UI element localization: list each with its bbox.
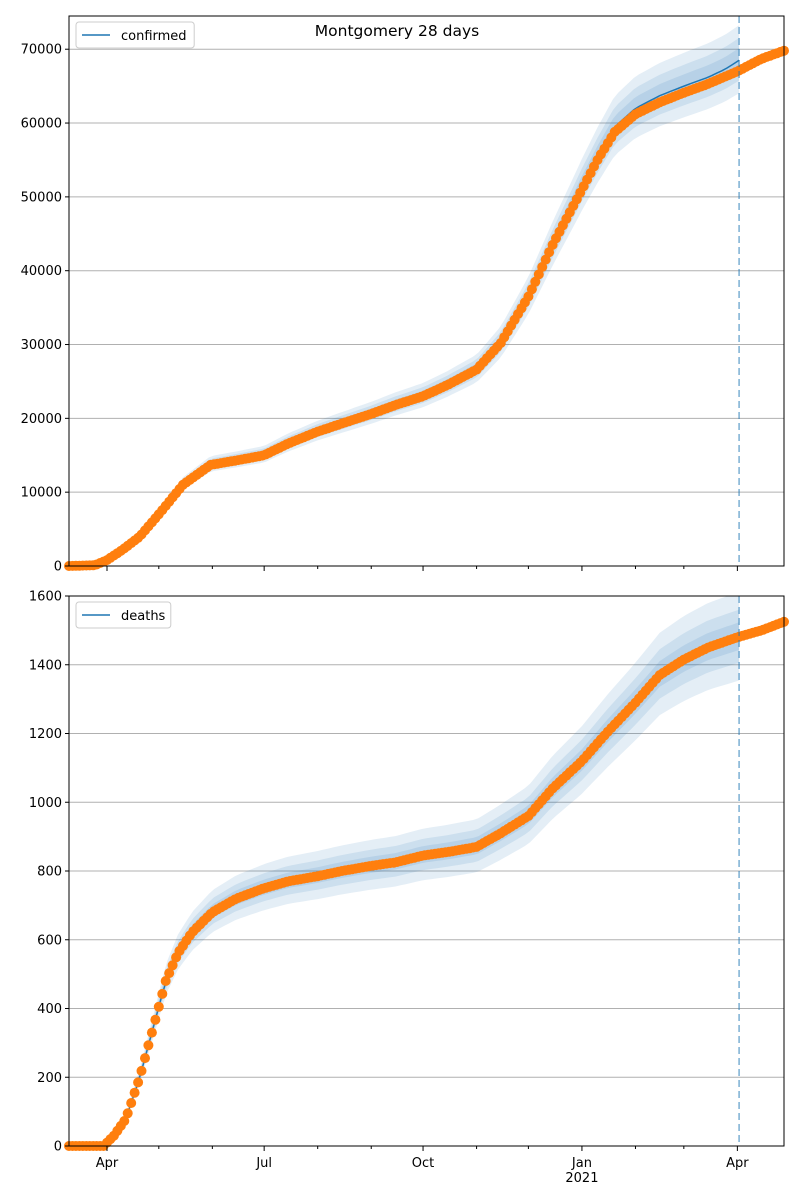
observed-point — [136, 1065, 147, 1076]
legend: confirmed — [75, 21, 195, 49]
observed-point — [167, 960, 178, 971]
observed-point — [537, 262, 548, 272]
observed-point — [126, 1098, 137, 1108]
y-tick-label: 60000 — [21, 117, 62, 132]
x-tick-label: Jan — [571, 1156, 592, 1171]
y-tick-label: 1400 — [29, 658, 62, 673]
y-tick-label: 50000 — [21, 190, 62, 205]
y-tick-label: 20000 — [21, 412, 62, 427]
observed-point — [140, 1053, 150, 1064]
y-tick-label: 600 — [37, 933, 62, 948]
observed-point — [122, 1108, 133, 1119]
y-tick-label: 400 — [37, 1002, 62, 1017]
observed-point — [146, 1027, 157, 1038]
y-tick-label: 0 — [54, 1140, 62, 1155]
observed-point — [143, 1040, 154, 1051]
legend-label: deaths — [121, 609, 166, 624]
y-tick-label: 70000 — [21, 43, 62, 58]
x-tick-label: Oct — [412, 1156, 434, 1171]
prediction-band — [69, 596, 740, 1146]
subplot-confirmed: 0 10000 20000 30000 40000 50000 60000 70000 conf… — [21, 15, 789, 575]
axes-frame — [68, 15, 785, 567]
y-tick-label: 800 — [37, 865, 62, 880]
observed-point — [150, 1014, 161, 1025]
y-tick-label: 200 — [37, 1071, 62, 1086]
observed-points — [64, 616, 789, 1151]
observed-point — [164, 968, 175, 979]
observed-point — [160, 976, 171, 986]
legend-box — [75, 601, 172, 629]
chart-title: Montgomery 28 days — [315, 22, 479, 40]
legend: deaths — [75, 601, 172, 629]
observed-point — [133, 1077, 144, 1088]
prediction-band — [69, 622, 740, 1146]
y-tick-label: 1000 — [29, 796, 62, 811]
y-tick-label: 0 — [54, 560, 62, 575]
x-tick-label: Apr — [96, 1156, 119, 1171]
y-tick-label: 1200 — [29, 727, 62, 742]
x-tick-label: Jul — [255, 1156, 272, 1171]
legend-box — [75, 21, 195, 49]
observed-point — [119, 1116, 130, 1126]
prediction-band — [69, 25, 740, 566]
y-tick-label: 40000 — [21, 264, 62, 279]
y-tick-label: 1600 — [29, 590, 62, 605]
observed-point — [530, 276, 541, 287]
y-tick-label: 10000 — [21, 486, 62, 501]
legend-label: confirmed — [121, 29, 187, 44]
subplot-deaths: 0 200 400 600 800 1000 1200 1400 1600 Apr Jul Oct Ja… — [29, 590, 789, 1186]
y-tick-label: 30000 — [21, 338, 62, 353]
observed-point — [153, 1001, 164, 1012]
x-tick-label: Apr — [726, 1156, 749, 1171]
observed-point — [129, 1087, 140, 1098]
observed-point — [157, 988, 168, 999]
x-year-label: 2021 — [565, 1171, 598, 1186]
